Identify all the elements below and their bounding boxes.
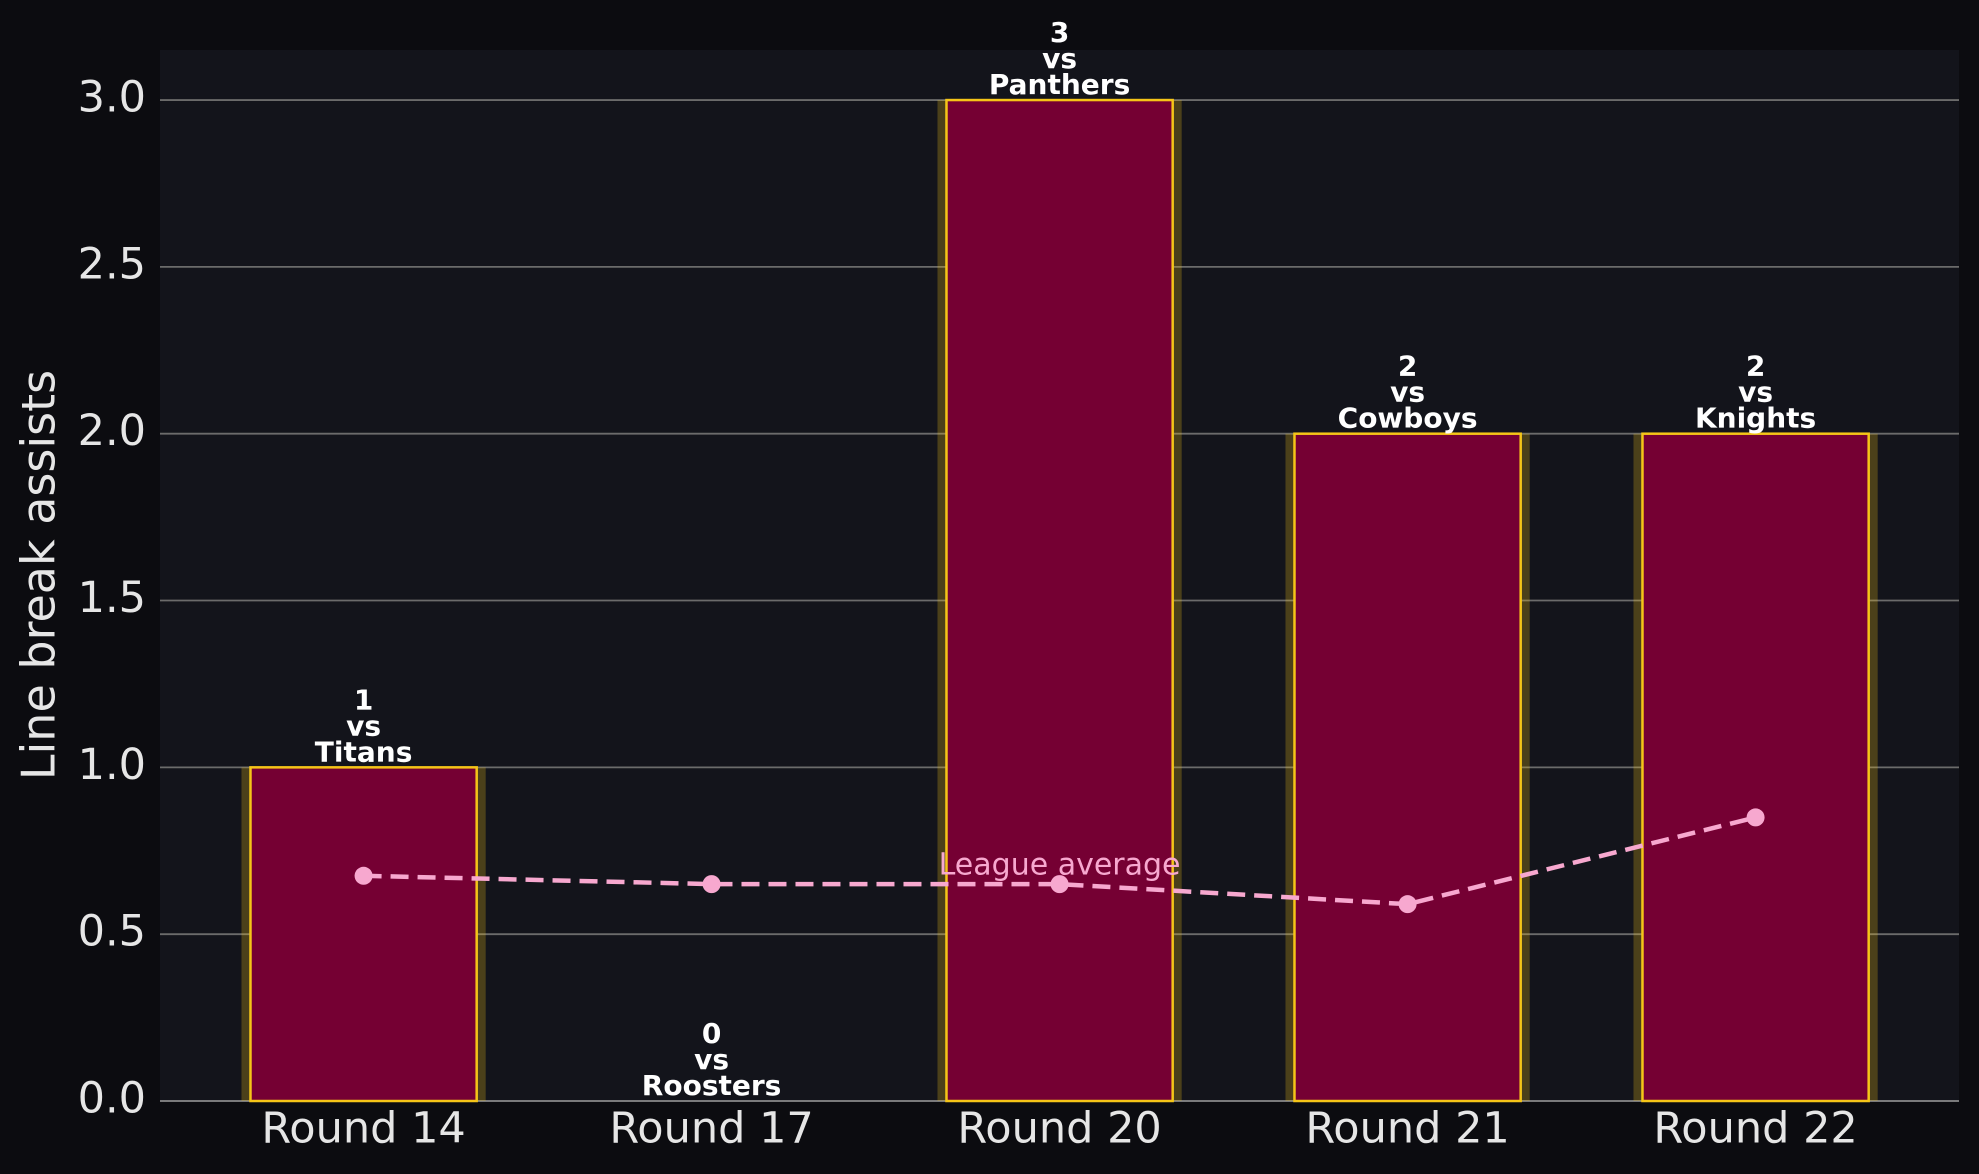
average-point <box>702 875 721 894</box>
data-label-opponent: Titans <box>315 735 413 768</box>
y-tick-label: 1.0 <box>78 740 146 790</box>
y-tick-label: 2.0 <box>78 406 146 456</box>
data-label-opponent: Cowboys <box>1338 402 1478 435</box>
bar <box>945 98 1174 1103</box>
y-tick-label: 0.0 <box>78 1074 146 1124</box>
data-label-vs: vs <box>346 709 381 742</box>
bar <box>249 766 478 1103</box>
data-label-vs: vs <box>1738 376 1773 409</box>
x-tick-label: Round 22 <box>1653 1104 1857 1154</box>
x-tick-label: Round 21 <box>1305 1104 1509 1154</box>
average-line <box>363 815 1757 907</box>
bar <box>1293 432 1522 1103</box>
data-label-opponent: Knights <box>1695 402 1816 435</box>
data-label-value: 2 <box>1746 350 1765 383</box>
x-tick-label: Round 17 <box>609 1104 813 1154</box>
line-annotation: League average <box>939 848 1181 883</box>
average-point <box>1398 895 1417 914</box>
average-point <box>354 866 373 885</box>
data-label-value: 3 <box>1050 16 1069 49</box>
y-tick-label: 2.5 <box>78 239 146 289</box>
data-label-opponent: Panthers <box>989 68 1130 101</box>
data-label-value: 1 <box>354 683 373 716</box>
average-point <box>1050 875 1069 894</box>
y-axis-label: Line break assists <box>12 370 66 780</box>
y-tick-label: 0.5 <box>78 907 146 957</box>
data-label-value: 0 <box>702 1017 721 1050</box>
x-tick-label: Round 20 <box>957 1104 1161 1154</box>
y-tick-label: 3.0 <box>78 73 146 123</box>
data-label-vs: vs <box>1042 42 1077 75</box>
data-label-value: 2 <box>1398 350 1417 383</box>
x-tick-label: Round 14 <box>261 1104 465 1154</box>
data-label-vs: vs <box>694 1043 729 1076</box>
bar <box>1641 432 1870 1103</box>
data-label-opponent: Roosters <box>642 1069 782 1102</box>
average-point <box>1746 808 1765 827</box>
data-label-vs: vs <box>1390 376 1425 409</box>
y-tick-label: 1.5 <box>78 573 146 623</box>
